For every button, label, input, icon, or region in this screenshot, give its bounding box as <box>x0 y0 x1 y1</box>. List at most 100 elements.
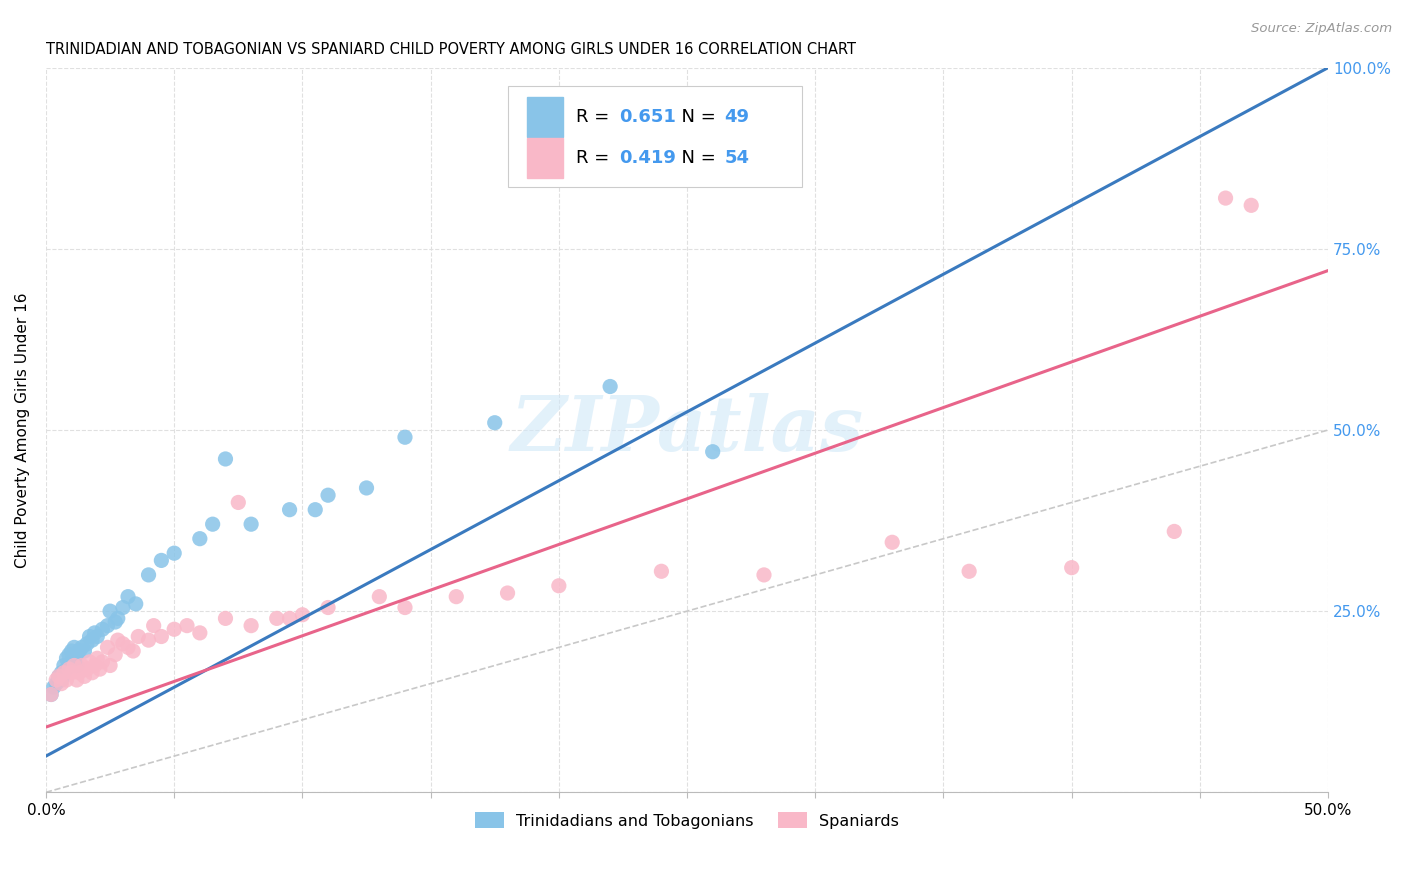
Point <box>58 648 80 662</box>
Point <box>96 618 118 632</box>
Point <box>42 680 65 694</box>
Text: Source: ZipAtlas.com: Source: ZipAtlas.com <box>1251 22 1392 36</box>
Point <box>82 665 104 680</box>
FancyBboxPatch shape <box>527 97 562 136</box>
Point <box>188 532 211 546</box>
Legend: Trinidadians and Tobagonians, Spaniards: Trinidadians and Tobagonians, Spaniards <box>468 805 905 835</box>
Point <box>107 633 129 648</box>
Point <box>111 637 134 651</box>
Point <box>98 604 121 618</box>
Point <box>79 630 101 644</box>
Point <box>650 564 672 578</box>
Point <box>316 600 339 615</box>
Point <box>957 564 980 578</box>
Point <box>55 651 77 665</box>
Point <box>484 416 506 430</box>
Point <box>86 651 108 665</box>
Point <box>58 658 80 673</box>
Point <box>39 688 62 702</box>
Text: N =: N = <box>671 149 721 167</box>
Point <box>107 611 129 625</box>
Text: N =: N = <box>671 108 721 126</box>
Point <box>446 590 468 604</box>
Text: R =: R = <box>575 108 614 126</box>
Point <box>599 379 621 393</box>
Point <box>45 676 67 690</box>
Point <box>127 630 149 644</box>
Point <box>67 644 90 658</box>
Point <box>52 665 75 680</box>
Point <box>76 662 98 676</box>
Point <box>394 600 416 615</box>
Point <box>150 630 173 644</box>
Point <box>752 568 775 582</box>
Point <box>1215 191 1237 205</box>
Point <box>104 615 127 629</box>
Point <box>150 553 173 567</box>
Point <box>104 648 127 662</box>
Point <box>138 633 160 648</box>
Point <box>111 600 134 615</box>
Point <box>89 662 111 676</box>
Point <box>60 655 83 669</box>
Point <box>70 640 93 655</box>
Point <box>188 626 211 640</box>
Point <box>214 452 236 467</box>
Point <box>226 495 249 509</box>
Text: 49: 49 <box>724 108 749 126</box>
Point <box>278 611 301 625</box>
Point <box>83 626 105 640</box>
Point <box>55 662 77 676</box>
Point <box>304 502 326 516</box>
Point <box>96 640 118 655</box>
Point <box>214 611 236 625</box>
Text: 0.419: 0.419 <box>619 149 676 167</box>
Point <box>882 535 904 549</box>
Point <box>91 655 114 669</box>
Point <box>63 658 86 673</box>
Point <box>51 676 73 690</box>
Point <box>547 579 569 593</box>
Point <box>52 665 75 680</box>
Point <box>73 669 96 683</box>
Point <box>73 644 96 658</box>
Point <box>55 673 77 687</box>
Point <box>702 444 724 458</box>
Point <box>163 546 186 560</box>
Point <box>76 637 98 651</box>
Point <box>278 502 301 516</box>
FancyBboxPatch shape <box>508 86 803 187</box>
Point <box>79 655 101 669</box>
Point <box>266 611 288 625</box>
Point <box>138 568 160 582</box>
Point <box>45 673 67 687</box>
Point <box>368 590 391 604</box>
Point <box>66 658 89 673</box>
Point <box>201 517 224 532</box>
Text: TRINIDADIAN AND TOBAGONIAN VS SPANIARD CHILD POVERTY AMONG GIRLS UNDER 16 CORREL: TRINIDADIAN AND TOBAGONIAN VS SPANIARD C… <box>46 42 856 57</box>
Point <box>240 517 263 532</box>
Point <box>125 597 148 611</box>
Point <box>240 618 263 632</box>
Point <box>83 658 105 673</box>
Point <box>51 665 73 680</box>
FancyBboxPatch shape <box>527 138 562 178</box>
Point <box>48 669 70 683</box>
Point <box>60 644 83 658</box>
Point <box>51 673 73 687</box>
Point <box>39 688 62 702</box>
Point <box>496 586 519 600</box>
Point <box>394 430 416 444</box>
Point <box>291 607 314 622</box>
Point <box>142 618 165 632</box>
Y-axis label: Child Poverty Among Girls Under 16: Child Poverty Among Girls Under 16 <box>15 293 30 567</box>
Point <box>63 651 86 665</box>
Point <box>82 633 104 648</box>
Text: ZIPatlas: ZIPatlas <box>510 393 863 467</box>
Point <box>117 590 139 604</box>
Point <box>48 669 70 683</box>
Point <box>91 622 114 636</box>
Text: R =: R = <box>575 149 614 167</box>
Point <box>86 630 108 644</box>
Point <box>60 665 83 680</box>
